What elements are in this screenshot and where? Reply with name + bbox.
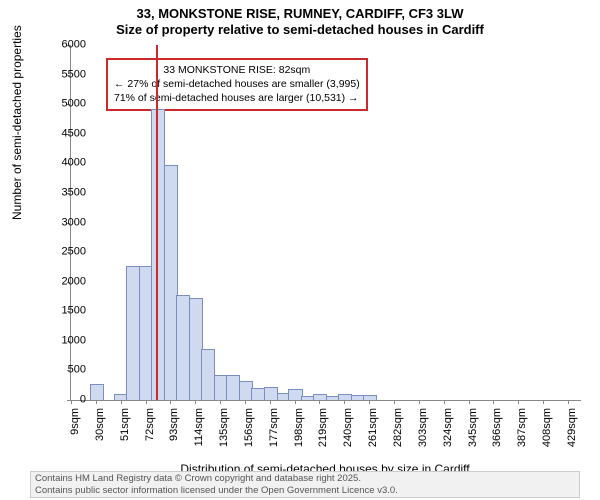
y-tick-label: 4000 — [46, 158, 86, 169]
y-tick-label: 1500 — [46, 306, 86, 317]
histogram-bar — [363, 395, 377, 400]
x-tick-label: 429sqm — [567, 408, 578, 448]
x-tick-mark — [369, 400, 370, 404]
x-tick-label: 114sqm — [194, 408, 205, 448]
x-tick-mark — [543, 400, 544, 404]
x-tick-mark — [568, 400, 569, 404]
x-tick-label: 156sqm — [244, 408, 255, 448]
annotation-line: 33 MONKSTONE RISE: 82sqm — [114, 63, 360, 77]
x-tick-label: 72sqm — [145, 408, 156, 448]
x-tick-mark — [394, 400, 395, 404]
x-tick-label: 51sqm — [120, 408, 131, 448]
y-tick-label: 0 — [46, 395, 86, 406]
y-tick-label: 500 — [46, 365, 86, 376]
y-tick-label: 5000 — [46, 99, 86, 110]
x-tick-label: 261sqm — [368, 408, 379, 448]
x-tick-label: 282sqm — [393, 408, 404, 448]
x-tick-mark — [220, 400, 221, 404]
x-tick-label: 9sqm — [70, 408, 81, 448]
x-tick-label: 93sqm — [169, 408, 180, 448]
annotation-box: 33 MONKSTONE RISE: 82sqm← 27% of semi-de… — [106, 58, 368, 111]
x-tick-mark — [96, 400, 97, 404]
x-tick-label: 366sqm — [492, 408, 503, 448]
x-tick-label: 30sqm — [95, 408, 106, 448]
annotation-line: 71% of semi-detached houses are larger (… — [114, 91, 360, 105]
x-tick-mark — [344, 400, 345, 404]
x-tick-mark — [195, 400, 196, 404]
reference-line — [156, 45, 158, 400]
x-tick-label: 324sqm — [443, 408, 454, 448]
y-tick-label: 3000 — [46, 217, 86, 228]
x-tick-mark — [121, 400, 122, 404]
x-tick-label: 303sqm — [418, 408, 429, 448]
x-tick-mark — [146, 400, 147, 404]
x-tick-mark — [469, 400, 470, 404]
x-tick-mark — [444, 400, 445, 404]
chart-container: 33, MONKSTONE RISE, RUMNEY, CARDIFF, CF3… — [0, 0, 600, 500]
y-tick-label: 2500 — [46, 247, 86, 258]
x-tick-label: 135sqm — [219, 408, 230, 448]
chart-title-line1: 33, MONKSTONE RISE, RUMNEY, CARDIFF, CF3… — [0, 6, 600, 21]
footer-attribution: Contains HM Land Registry data © Crown c… — [30, 471, 580, 498]
x-tick-mark — [295, 400, 296, 404]
plot-area: 33 MONKSTONE RISE: 82sqm← 27% of semi-de… — [70, 45, 581, 401]
annotation-line: ← 27% of semi-detached houses are smalle… — [114, 77, 360, 91]
x-tick-mark — [419, 400, 420, 404]
y-tick-label: 1000 — [46, 335, 86, 346]
x-tick-mark — [518, 400, 519, 404]
y-tick-label: 6000 — [46, 40, 86, 51]
x-tick-mark — [170, 400, 171, 404]
x-tick-label: 177sqm — [269, 408, 280, 448]
x-tick-mark — [493, 400, 494, 404]
x-tick-label: 198sqm — [294, 408, 305, 448]
x-tick-label: 345sqm — [468, 408, 479, 448]
x-tick-label: 219sqm — [318, 408, 329, 448]
x-tick-label: 387sqm — [517, 408, 528, 448]
footer-line1: Contains HM Land Registry data © Crown c… — [35, 473, 575, 484]
x-tick-mark — [270, 400, 271, 404]
footer-line2: Contains public sector information licen… — [35, 485, 575, 496]
y-tick-label: 3500 — [46, 187, 86, 198]
x-tick-label: 408sqm — [542, 408, 553, 448]
x-tick-label: 240sqm — [343, 408, 354, 448]
y-tick-label: 2000 — [46, 276, 86, 287]
x-tick-mark — [245, 400, 246, 404]
chart-title-line2: Size of property relative to semi-detach… — [0, 22, 600, 37]
x-tick-mark — [319, 400, 320, 404]
y-tick-label: 5500 — [46, 69, 86, 80]
y-axis-label: Number of semi-detached properties — [10, 25, 24, 220]
histogram-bar — [90, 384, 104, 400]
y-tick-label: 4500 — [46, 128, 86, 139]
